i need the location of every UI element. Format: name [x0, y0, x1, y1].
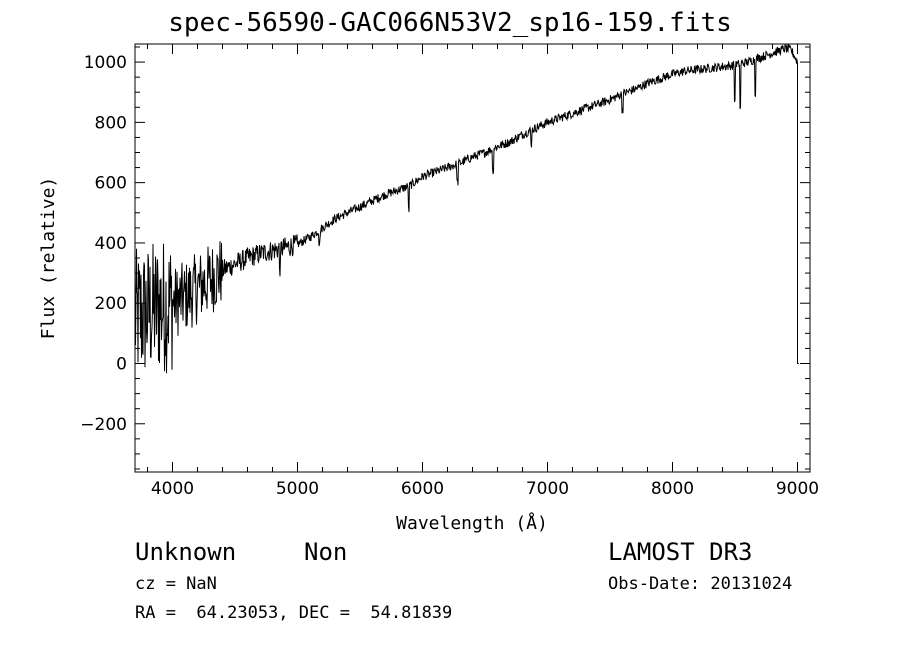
x-axis-label: Wavelength (Å)	[396, 512, 548, 534]
x-axis-ticks: 4000 5000 6000 7000 8000 9000	[147, 44, 819, 499]
coordinates-text: RA = 64.23053, DEC = 54.81839	[135, 603, 453, 623]
plot-frame	[134, 43, 811, 473]
y-tick-label: 400	[95, 234, 127, 254]
obs-date-text: Obs-Date: 20131024	[608, 574, 793, 594]
x-tick-label: 6000	[401, 479, 444, 499]
y-tick-label: 600	[95, 174, 127, 194]
y-axis-label: Flux (relative)	[38, 177, 59, 340]
object-class: Unknown	[135, 538, 237, 566]
redshift-text: cz = NaN	[135, 574, 217, 594]
y-tick-label: 0	[116, 354, 127, 374]
x-tick-label: 7000	[526, 479, 569, 499]
y-tick-label: 200	[95, 294, 127, 314]
spectrum-line	[135, 44, 799, 374]
x-tick-label: 8000	[651, 479, 694, 499]
y-tick-label: 1000	[84, 53, 127, 73]
y-tick-label: 800	[95, 113, 127, 133]
x-tick-label: 9000	[776, 479, 819, 499]
chart-title: spec-56590-GAC066N53V2_sp16-159.fits	[168, 8, 732, 38]
y-tick-label: −200	[80, 415, 127, 435]
x-tick-label: 4000	[151, 479, 194, 499]
x-tick-label: 5000	[276, 479, 319, 499]
y-axis-ticks: −200 0 200 400 600 800 1000	[80, 46, 810, 470]
object-subclass: Non	[304, 538, 348, 566]
survey-label: LAMOST DR3	[608, 538, 753, 566]
